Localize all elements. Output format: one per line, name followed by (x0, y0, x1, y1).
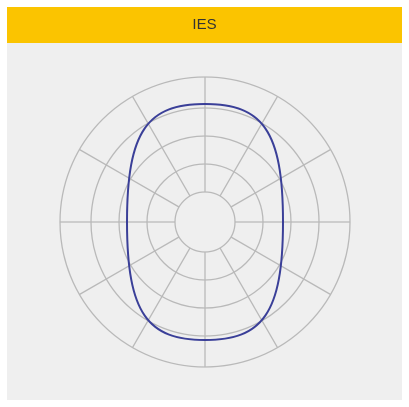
spoke (219, 96, 279, 197)
polar-grid (59, 76, 351, 368)
spoke (219, 247, 279, 348)
intensity-curve (125, 102, 285, 342)
spoke (131, 247, 191, 348)
spokes (60, 77, 350, 367)
spoke (131, 96, 191, 197)
panel-header: IES (7, 7, 402, 43)
grid-circle (174, 191, 236, 253)
